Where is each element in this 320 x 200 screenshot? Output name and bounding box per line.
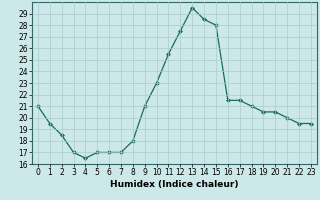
- X-axis label: Humidex (Indice chaleur): Humidex (Indice chaleur): [110, 180, 239, 189]
